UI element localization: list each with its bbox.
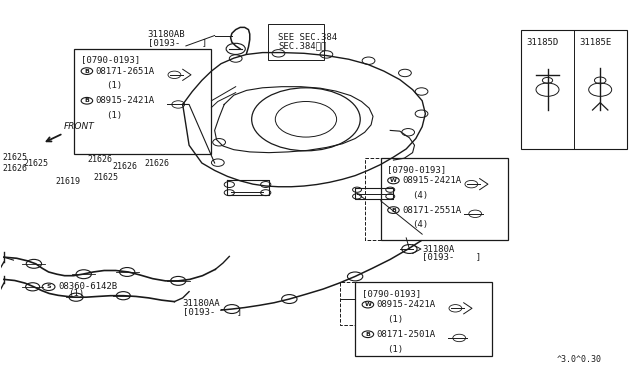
Bar <box>74 49 211 154</box>
Text: FRONT: FRONT <box>63 122 94 131</box>
Text: 21625: 21625 <box>2 153 27 162</box>
Text: 21625: 21625 <box>93 173 118 182</box>
Text: W: W <box>390 178 397 183</box>
Text: 21626: 21626 <box>87 155 112 164</box>
Text: 08915-2421A: 08915-2421A <box>377 300 436 309</box>
Text: ^3.0^0.30: ^3.0^0.30 <box>556 355 602 364</box>
Text: [0790-0193]: [0790-0193] <box>387 165 446 174</box>
Text: [0193-    ]: [0193- ] <box>148 38 207 47</box>
Text: 08171-2551A: 08171-2551A <box>403 206 461 215</box>
Text: (4): (4) <box>413 191 429 200</box>
Text: 31180AA: 31180AA <box>182 299 220 308</box>
Text: 08915-2421A: 08915-2421A <box>403 176 461 185</box>
Text: [0790-0193]: [0790-0193] <box>81 55 140 65</box>
Text: [0193-    ]: [0193- ] <box>422 252 481 261</box>
Bar <box>355 282 492 356</box>
Text: W: W <box>364 302 371 307</box>
Text: 08171-2501A: 08171-2501A <box>377 330 436 339</box>
Bar <box>521 31 627 149</box>
Text: 31185E: 31185E <box>579 38 611 47</box>
Text: (1): (1) <box>387 344 403 354</box>
Text: SEC.384参照: SEC.384参照 <box>278 41 327 51</box>
Text: (1): (1) <box>106 111 122 120</box>
Text: B: B <box>391 208 396 212</box>
Bar <box>268 24 324 60</box>
Text: B: B <box>365 332 371 337</box>
Text: 08360-6142B: 08360-6142B <box>58 282 117 291</box>
Text: (1): (1) <box>68 289 84 298</box>
Text: 21626: 21626 <box>2 164 27 173</box>
Text: 08171-2651A: 08171-2651A <box>96 67 155 76</box>
Text: S: S <box>46 284 51 289</box>
Text: 21626: 21626 <box>113 162 138 171</box>
Text: 21626: 21626 <box>145 158 170 168</box>
Text: (4): (4) <box>413 221 429 230</box>
Text: 31180A: 31180A <box>422 244 454 253</box>
Text: 31185D: 31185D <box>526 38 559 47</box>
Text: B: B <box>84 68 90 74</box>
Text: [0193-    ]: [0193- ] <box>182 307 242 316</box>
Text: [0790-0193]: [0790-0193] <box>362 289 420 298</box>
Text: 21625: 21625 <box>23 158 48 168</box>
Text: 08915-2421A: 08915-2421A <box>96 96 155 105</box>
Text: (1): (1) <box>387 315 403 324</box>
Text: B: B <box>84 98 90 103</box>
Text: (1): (1) <box>106 81 122 90</box>
Bar <box>381 158 508 240</box>
Text: SEE SEC.384: SEE SEC.384 <box>278 33 338 42</box>
Text: 31180AB: 31180AB <box>148 30 185 39</box>
Text: 21619: 21619 <box>55 177 80 186</box>
